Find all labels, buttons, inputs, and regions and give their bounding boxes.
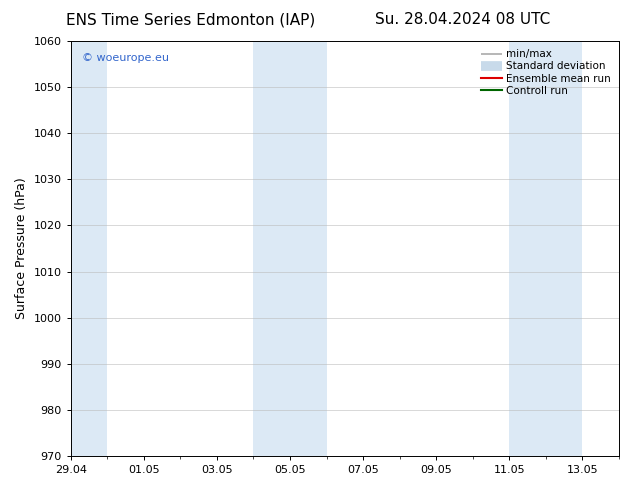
Legend: min/max, Standard deviation, Ensemble mean run, Controll run: min/max, Standard deviation, Ensemble me… <box>478 46 614 99</box>
Bar <box>254 41 327 456</box>
Text: Su. 28.04.2024 08 UTC: Su. 28.04.2024 08 UTC <box>375 12 550 27</box>
Bar <box>71 41 107 456</box>
Text: ENS Time Series Edmonton (IAP): ENS Time Series Edmonton (IAP) <box>65 12 315 27</box>
Y-axis label: Surface Pressure (hPa): Surface Pressure (hPa) <box>15 178 28 319</box>
Bar <box>509 41 583 456</box>
Text: © woeurope.eu: © woeurope.eu <box>82 53 169 64</box>
